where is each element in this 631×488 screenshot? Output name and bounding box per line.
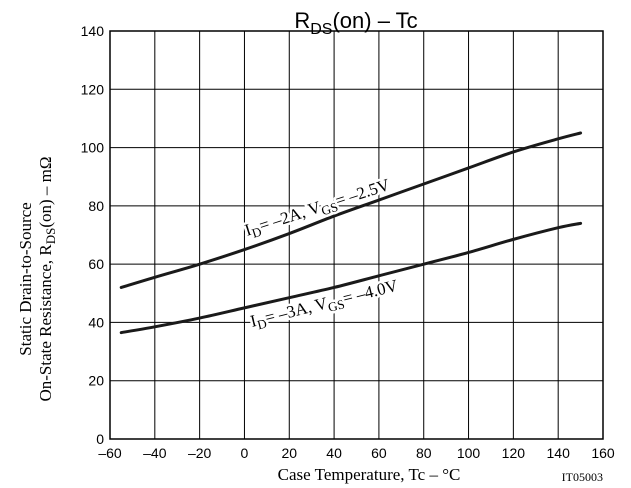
y-tick-label: 100 <box>81 140 105 156</box>
x-tick-label: 20 <box>281 445 297 461</box>
x-axis-label: Case Temperature, Tc – °C <box>278 465 461 484</box>
y-tick-label: 40 <box>88 314 104 330</box>
x-tick-label: 80 <box>416 445 432 461</box>
x-tick-label: 60 <box>371 445 387 461</box>
x-tick-label: –60 <box>98 445 122 461</box>
y-tick-label: 20 <box>88 373 104 389</box>
series-label-2: ID= –3A, VGS= –4.0V <box>248 276 401 334</box>
series-line-2 <box>119 221 583 335</box>
y-tick-label: 80 <box>88 198 104 214</box>
y-tick-label: 120 <box>81 81 105 97</box>
curves <box>119 131 583 335</box>
y-axis-label-line2: On-State Resistance, RDS(on) – mΩ <box>36 156 58 401</box>
plot-frame <box>109 30 604 440</box>
x-tick-label: 40 <box>326 445 342 461</box>
x-tick-label: 0 <box>241 445 249 461</box>
x-tick-label: –20 <box>188 445 212 461</box>
y-tick-label: 60 <box>88 256 104 272</box>
x-tick-label: –40 <box>143 445 167 461</box>
chart-title: RDS(on) – Tc <box>294 8 417 38</box>
x-tick-label: 120 <box>502 445 526 461</box>
x-tick-label: 140 <box>547 445 571 461</box>
x-tick-label: 100 <box>457 445 481 461</box>
y-tick-label: 140 <box>81 23 105 39</box>
series-line-1 <box>119 131 583 289</box>
y-tick-label: 0 <box>96 431 104 447</box>
x-tick-label: 160 <box>591 445 615 461</box>
y-axis-label-line1: Static Drain-to-Source <box>16 202 35 355</box>
series-label-1: ID= –2A, VGS= –2.5V <box>242 175 393 243</box>
tick-labels: –60 –40 –20 0 20 40 60 80 100 120 140 160 0 20 40 60 80 1… <box>81 23 615 461</box>
figure-id: IT05003 <box>562 470 603 484</box>
